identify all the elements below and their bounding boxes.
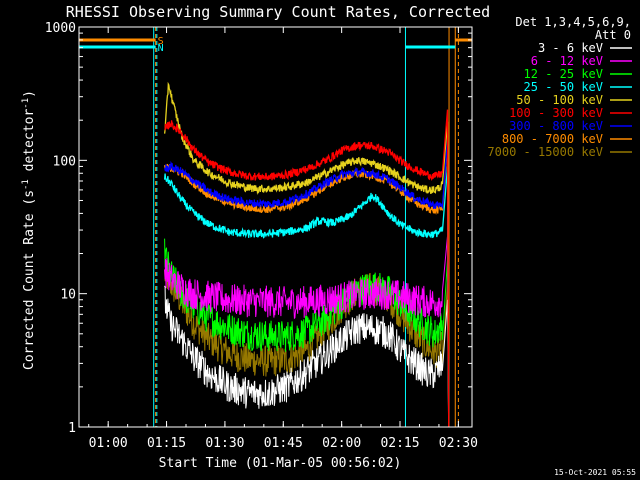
legend-item-25-50-kev: 25 - 50 keV [524,80,632,94]
x-axis-label: Start Time (01-Mar-05 00:56:02) [159,456,402,471]
legend-item-3-6-kev: 3 - 6 keV [538,41,632,55]
x-tick-label: 01:00 [89,436,128,451]
legend-label: 100 - 300 keV [509,106,603,120]
bar-label-n: N [158,43,164,54]
bar-label-s: S [158,36,164,47]
legend-item-800-7000-kev: 800 - 7000 keV [502,132,632,146]
plot-frame [78,26,473,428]
legend-item-300-800-kev: 300 - 800 keV [509,119,632,133]
y-tick-label: 1 [68,421,76,436]
y-axis-label: Corrected Count Rate (s-1 detector-1) [21,90,37,370]
x-tick-label: 01:45 [264,436,303,451]
series-6-12-kev [164,236,450,428]
legend-label: 800 - 7000 keV [502,132,603,146]
legend-label: 50 - 100 keV [516,93,603,107]
y-tick-label: 100 [53,154,76,169]
series-800-7000-kev [163,144,450,428]
legend-label: 7000 - 15000 keV [487,145,603,159]
series-7000-15000-kev [164,260,450,428]
x-tick-label: 02:30 [439,436,478,451]
y-tick-label: 10 [60,288,76,303]
x-tick-label: 01:30 [205,436,244,451]
plot-data: SN [79,27,472,428]
legend-item-6-12-kev: 6 - 12 keV [531,54,632,68]
legend-header-line-1: Det 1,3,4,5,6,9, [515,15,631,29]
legend-item-7000-15000-kev: 7000 - 15000 keV [487,145,632,159]
axis-ticks: 01:00 01:15 01:30 01:45 02:00 02:15 02:30 1 10 10… [45,21,478,451]
x-tick-label: 01:15 [147,436,186,451]
timestamp: 15-Oct-2021 05:55 [554,468,636,477]
series-100-300-kev [164,109,450,428]
legend-label: 6 - 12 keV [531,54,603,68]
legend-label: 300 - 800 keV [509,119,603,133]
chart-title: RHESSI Observing Summary Count Rates, Co… [66,3,490,21]
series-25-50-kev [163,166,450,428]
legend-header-line-2: Att 0 [595,28,631,42]
legend-item-50-100-kev: 50 - 100 keV [516,93,632,107]
x-tick-label: 02:15 [380,436,419,451]
series-50-100-kev [163,81,450,428]
legend-label: 3 - 6 keV [538,41,603,55]
legend-item-100-300-kev: 100 - 300 keV [509,106,632,120]
x-tick-label: 02:00 [322,436,361,451]
legend-item-12-25-kev: 12 - 25 keV [524,67,632,81]
series-3-6-kev [164,285,450,428]
series-300-800-kev [163,140,450,428]
legend-label: 25 - 50 keV [524,80,603,94]
legend-label: 12 - 25 keV [524,67,603,81]
y-tick-label: 1000 [45,21,76,36]
